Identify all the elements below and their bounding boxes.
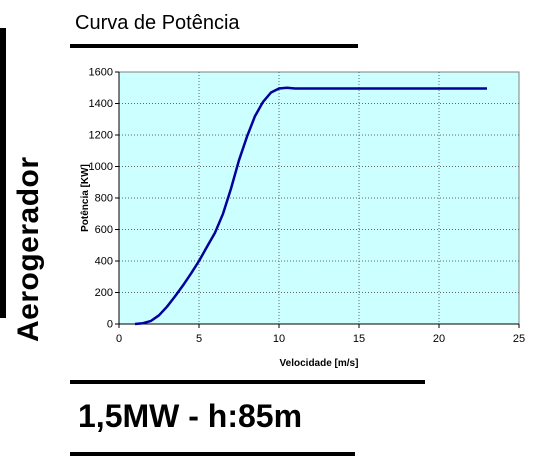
y-tick-label: 1200: [89, 130, 113, 142]
y-tick-label: 1600: [89, 67, 113, 79]
chart-title: Curva de Potência: [75, 12, 240, 34]
y-tick-label: 400: [95, 256, 113, 268]
side-title: Aerogerador: [12, 156, 45, 342]
x-tick-label: 15: [353, 333, 365, 345]
x-tick-label: 20: [433, 333, 445, 345]
x-axis-label: Velocidade [m/s]: [280, 358, 359, 369]
y-tick-label: 1400: [89, 98, 113, 110]
power-curve-chart: 0 200 400 600 800 1000 1200 1400 1600 0 5 10 15 20 25 V…: [60, 60, 530, 385]
x-tick-label: 25: [513, 333, 525, 345]
y-tick-label: 1000: [89, 161, 113, 173]
y-tick-label: 200: [95, 287, 113, 299]
middle-rule: [70, 380, 425, 384]
x-tick-label: 0: [116, 333, 122, 345]
y-axis-label: Potência [KW]: [80, 164, 91, 232]
title-rule: [70, 44, 358, 48]
spec-label: 1,5MW - h:85m: [78, 398, 303, 434]
x-tick-label: 5: [196, 333, 202, 345]
side-rule: [0, 28, 6, 318]
chart-svg: 0 200 400 600 800 1000 1200 1400 1600 0 5 10 15 20 25 V…: [80, 67, 525, 370]
x-tick-label: 10: [273, 333, 285, 345]
y-tick-label: 600: [95, 224, 113, 236]
bottom-rule: [70, 452, 355, 456]
power-curve-line: [134, 86, 487, 326]
y-tick-label: 0: [107, 319, 113, 331]
y-tick-label: 800: [95, 193, 113, 205]
